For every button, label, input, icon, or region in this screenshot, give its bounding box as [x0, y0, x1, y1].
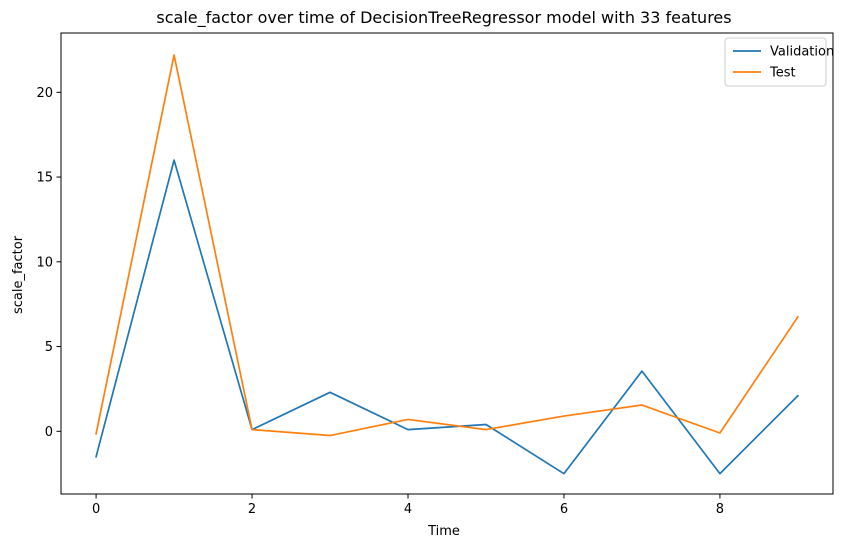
legend: Validation Test: [724, 37, 834, 87]
plot-area: 0 2 4 6 8 0 5 10 15 20: [36, 32, 834, 517]
x-tick-label: 8: [716, 502, 724, 517]
plot-frame: [60, 32, 834, 495]
y-tick-label: 20: [36, 86, 53, 101]
series-line-validation: [95, 159, 800, 475]
y-tick-label: 0: [45, 425, 53, 440]
legend-label-test: Test: [769, 66, 796, 81]
legend-label-validation: Validation: [770, 45, 834, 60]
y-axis-label: scale_factor: [11, 235, 26, 314]
chart-title: scale_factor over time of DecisionTreeRe…: [156, 8, 731, 28]
y-tick-label: 5: [45, 340, 53, 355]
x-tick-label: 2: [248, 502, 256, 517]
series-line-test: [95, 54, 800, 437]
legend-box: [724, 37, 827, 87]
x-tick-label: 4: [404, 502, 412, 517]
y-tick-label: 10: [36, 255, 53, 270]
x-tick-label: 0: [92, 502, 100, 517]
y-tick-label: 15: [36, 171, 53, 186]
x-axis-label: Time: [427, 524, 460, 539]
x-tick-label: 6: [560, 502, 568, 517]
